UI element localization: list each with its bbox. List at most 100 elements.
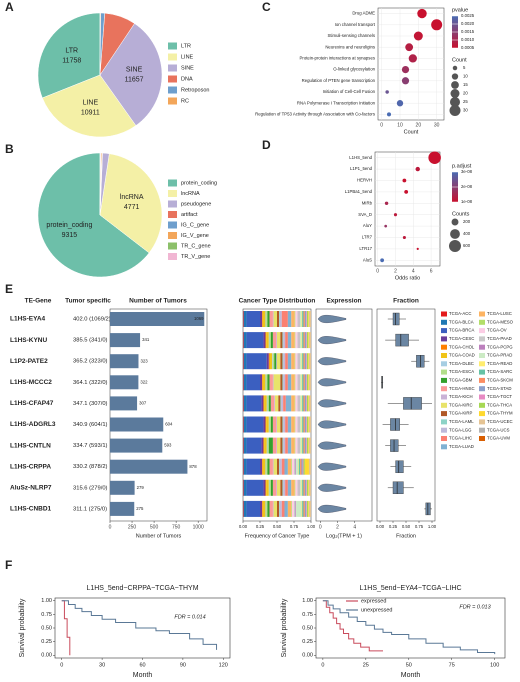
gene-label: L1HS-ADGRL3 <box>10 421 56 428</box>
plot-title: L1HS_5end−EYA4−TCGA−LIHC <box>359 585 461 592</box>
distribution-segment <box>302 374 304 391</box>
slice-value: 10911 <box>81 110 100 117</box>
distribution-segment <box>262 374 263 391</box>
legend-swatch <box>168 53 177 61</box>
size-legend-dot <box>449 96 461 108</box>
dot <box>385 90 389 94</box>
distribution-segment <box>243 437 244 454</box>
distribution-segment <box>303 353 305 370</box>
x-tick-label: 0 <box>321 662 324 668</box>
slice-label: lncRNA <box>120 194 144 201</box>
distribution-segment <box>272 374 274 391</box>
distribution-segment <box>297 437 299 454</box>
distribution-segment <box>301 332 303 349</box>
distribution-segment <box>299 374 302 391</box>
slice-label: protein_coding <box>46 222 92 229</box>
distribution-segment <box>262 500 266 517</box>
distribution-segment <box>302 437 304 454</box>
distribution-segment <box>284 500 288 517</box>
x-tick-label: 1000 <box>193 524 204 530</box>
legend-label: TCGA-TGCT <box>487 394 512 399</box>
distribution-segment <box>291 500 294 517</box>
x-axis-label: Log₂(TPM + 1) <box>326 533 362 539</box>
legend-label: artifact <box>181 212 198 218</box>
legend-label: TR_C_gene <box>181 243 211 249</box>
dot <box>386 112 392 117</box>
distribution-segment <box>304 437 307 454</box>
y-tick-label: 0.00 <box>41 653 52 659</box>
column-header: TE-Gene <box>25 298 52 305</box>
survival-curve <box>61 600 71 656</box>
distribution-segment <box>246 458 260 475</box>
distribution-segment <box>306 332 307 349</box>
x-tick-label: 4 <box>412 268 415 274</box>
distribution-segment <box>294 374 296 391</box>
slice-label: LTR <box>65 48 78 55</box>
distribution-segment <box>302 353 304 370</box>
distribution-segment <box>246 332 264 349</box>
distribution-segment <box>279 311 280 327</box>
x-tick-label: 0.75 <box>290 524 299 529</box>
bar <box>110 459 188 474</box>
x-tick-label: 25 <box>363 662 369 668</box>
tumor-specific: 385.5 (341/0) <box>73 338 108 344</box>
distribution-segment <box>260 500 263 517</box>
category-label: AluY <box>363 223 372 228</box>
distribution-segment <box>295 458 297 475</box>
column-header: Fraction <box>393 298 419 305</box>
colorbar-label: 0.0005 <box>461 45 475 50</box>
distribution-segment <box>266 353 269 370</box>
distribution-segment <box>308 458 311 475</box>
x-tick-label: 10 <box>397 122 403 128</box>
x-axis-label: Month <box>401 672 421 679</box>
y-tick-label: 0.25 <box>302 639 313 645</box>
distribution-segment <box>246 311 260 327</box>
bar-value: 1069 <box>194 316 204 321</box>
distribution-segment <box>306 374 307 391</box>
distribution-segment <box>267 458 270 475</box>
distribution-segment <box>301 311 303 327</box>
dot <box>405 43 414 52</box>
distribution-segment <box>262 458 263 475</box>
size-legend-label: 25 <box>463 99 468 104</box>
annotation: FDR = 0.014 <box>174 614 205 620</box>
distribution-segment <box>291 332 295 349</box>
dot <box>413 31 423 41</box>
distribution-segment <box>301 437 303 454</box>
distribution-segment <box>243 374 247 391</box>
bar <box>110 438 163 453</box>
distribution-segment <box>276 416 277 433</box>
distribution-segment <box>297 479 299 496</box>
distribution-segment <box>301 374 303 391</box>
gene-label: L1HS-CFAP47 <box>10 400 54 407</box>
x-tick-label: 0 <box>60 662 63 668</box>
bar-value: 323 <box>140 358 148 363</box>
size-legend-dot <box>450 89 460 98</box>
distribution-segment <box>302 500 304 517</box>
x-tick-label: 0.25 <box>389 524 398 529</box>
distribution-segment <box>266 395 268 412</box>
dot <box>408 54 417 63</box>
distribution-segment <box>302 332 304 349</box>
legend-swatch <box>441 344 447 350</box>
distribution-segment <box>266 332 269 349</box>
distribution-segment <box>308 479 309 496</box>
distribution-segment <box>299 311 302 327</box>
distribution-segment <box>302 311 304 327</box>
x-tick-label: 50 <box>406 662 412 668</box>
legend-label: TCGA-HNSC <box>449 386 475 391</box>
distribution-segment <box>274 353 277 370</box>
plot-title: L1HS_5end−CRPPA−TCGA−THYM <box>86 585 198 592</box>
distribution-segment <box>300 458 302 475</box>
category-label: SVA_D <box>358 212 372 217</box>
x-axis-label: Fraction <box>396 533 416 539</box>
box <box>403 397 422 410</box>
distribution-segment <box>246 479 264 496</box>
legend-swatch <box>168 221 177 229</box>
distribution-segment <box>304 395 307 412</box>
distribution-segment <box>265 458 267 475</box>
distribution-segment <box>303 479 305 496</box>
legend-label: TCGA-UVM <box>487 436 510 441</box>
survival-curve <box>61 600 218 650</box>
